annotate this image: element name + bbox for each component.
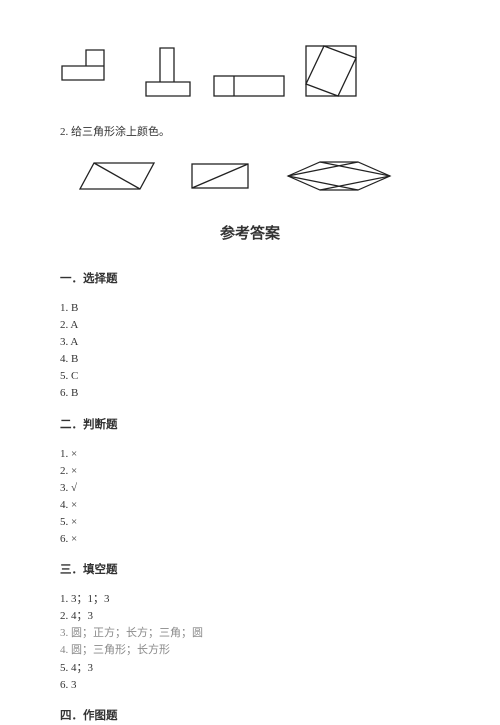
ans-3-1: 1. 3；1；3 [60, 591, 440, 608]
shape-rect-diagonal [190, 162, 250, 190]
ans-1-3: 3. A [60, 334, 440, 351]
ans-2-5: 5. × [60, 514, 440, 531]
ans-2-3: 3. √ [60, 480, 440, 497]
ans-2-6: 6. × [60, 531, 440, 548]
section-1-answers: 1. B 2. A 3. A 4. B 5. C 6. B [60, 300, 440, 402]
section-4-heading: 四．作图题 [60, 708, 440, 725]
section-3-heading: 三．填空题 [60, 562, 440, 579]
ans-1-1: 1. B [60, 300, 440, 317]
ans-3-6: 6. 3 [60, 677, 440, 694]
figures-row-1 [60, 44, 440, 98]
ans-1-2: 2. A [60, 317, 440, 334]
ans-3-4: 4. 圆；三角形；长方形 [60, 642, 440, 659]
shape-diamond-arrow [284, 159, 394, 193]
shape-parallelogram [78, 161, 156, 191]
ans-3-5: 5. 4；3 [60, 660, 440, 677]
ans-2-2: 2. × [60, 463, 440, 480]
ans-3-3: 3. 圆；正方；长方；三角；圆 [60, 625, 440, 642]
shape-l [60, 48, 124, 98]
section-2-heading: 二．判断题 [60, 417, 440, 434]
ans-2-4: 4. × [60, 497, 440, 514]
figures-row-2 [78, 159, 440, 193]
answers-title: 参考答案 [60, 223, 440, 246]
ans-1-6: 6. B [60, 385, 440, 402]
section-1-heading: 一．选择题 [60, 271, 440, 288]
section-2-answers: 1. × 2. × 3. √ 4. × 5. × 6. × [60, 446, 440, 548]
shape-step [142, 46, 194, 98]
ans-2-1: 1. × [60, 446, 440, 463]
ans-1-5: 5. C [60, 368, 440, 385]
section-3-answers: 1. 3；1；3 2. 4；3 3. 圆；正方；长方；三角；圆 4. 圆；三角形… [60, 591, 440, 693]
shape-split-rect [212, 74, 286, 98]
ans-1-4: 4. B [60, 351, 440, 368]
question-2-text: 2. 给三角形涂上颜色。 [60, 124, 440, 141]
shape-square-tilted [304, 44, 358, 98]
ans-3-2: 2. 4；3 [60, 608, 440, 625]
